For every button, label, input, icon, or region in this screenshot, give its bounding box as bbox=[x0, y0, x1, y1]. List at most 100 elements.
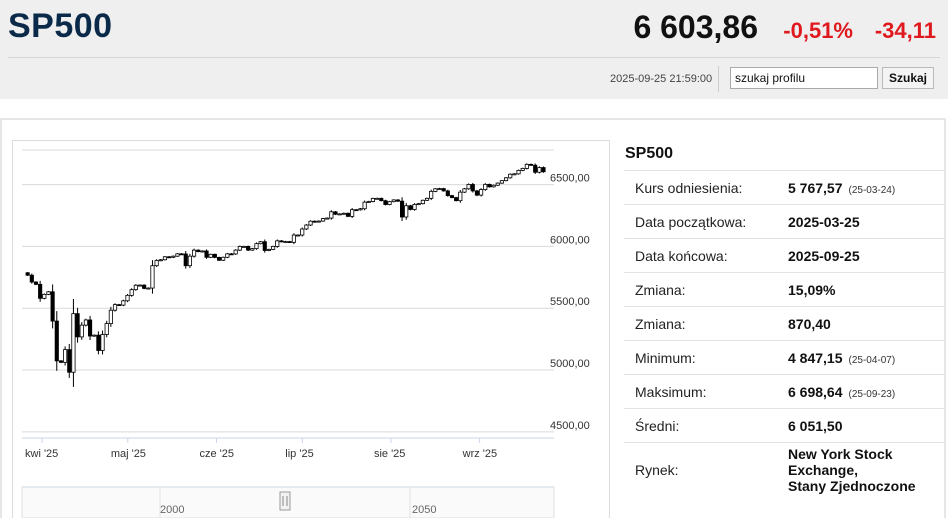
candle bbox=[142, 284, 147, 290]
candle bbox=[42, 293, 47, 300]
candle bbox=[495, 182, 500, 186]
stats-value: 6 051,50 bbox=[788, 408, 946, 443]
candle bbox=[216, 256, 222, 261]
candle bbox=[458, 190, 463, 203]
market-label: Rynek: bbox=[624, 442, 788, 497]
y-tick-label: 5000,00 bbox=[550, 358, 590, 370]
candle bbox=[533, 163, 538, 175]
candle bbox=[487, 183, 492, 188]
stats-value: 2025-09-25 bbox=[788, 238, 946, 273]
stats-row: Minimum: 4 847,15 (25-04-07) bbox=[624, 340, 946, 375]
stats-row-market: Rynek: New York Stock Exchange, Stany Zjedn… bbox=[624, 442, 946, 497]
y-tick-label: 6000,00 bbox=[550, 234, 590, 246]
candle bbox=[108, 306, 113, 327]
candle bbox=[291, 233, 296, 245]
stats-label: Maksimum: bbox=[624, 374, 788, 409]
candle bbox=[316, 220, 321, 223]
stats-value-text: 6 051,50 bbox=[788, 417, 843, 434]
stats-date: (25-04-07) bbox=[848, 354, 896, 366]
candle bbox=[512, 173, 517, 176]
candle bbox=[67, 343, 72, 378]
candle bbox=[150, 260, 155, 294]
candle bbox=[33, 281, 39, 286]
candle bbox=[362, 200, 367, 211]
candle bbox=[358, 207, 363, 211]
stats-value-text: 5 767,57 bbox=[788, 179, 843, 196]
price-chart[interactable]: 4500,00 5000,00 5500,00 6000,00 6500,00 kwi '… bbox=[12, 140, 610, 518]
candle bbox=[312, 220, 317, 223]
candle bbox=[167, 256, 172, 259]
navigator-handle[interactable] bbox=[279, 491, 291, 511]
current-price: 6 603,86 bbox=[633, 9, 758, 45]
candle bbox=[225, 252, 230, 259]
candle bbox=[516, 169, 521, 175]
stats-row: Maksimum: 6 698,64 (25-09-23) bbox=[624, 374, 946, 409]
candle bbox=[38, 280, 43, 302]
y-tick-label: 5500,00 bbox=[550, 296, 590, 308]
candle bbox=[520, 167, 525, 172]
chart-frame bbox=[12, 140, 610, 518]
candle bbox=[445, 189, 450, 197]
y-tick-label: 4500,00 bbox=[550, 420, 590, 432]
candle bbox=[271, 245, 276, 251]
stats-value: 4 847,15 (25-04-07) bbox=[788, 340, 946, 375]
candle bbox=[100, 330, 105, 355]
stats-label: Data początkowa: bbox=[624, 204, 788, 239]
candle bbox=[83, 318, 88, 327]
candle bbox=[183, 251, 188, 269]
candle bbox=[308, 220, 313, 226]
x-tick-label: kwi '25 bbox=[25, 448, 58, 460]
candle bbox=[58, 360, 64, 364]
candle bbox=[29, 273, 34, 284]
candle bbox=[337, 213, 342, 216]
search-button[interactable]: Szukaj bbox=[882, 67, 934, 89]
candle bbox=[391, 199, 396, 203]
candle bbox=[470, 182, 475, 193]
candle bbox=[354, 208, 359, 212]
x-tick-label: cze '25 bbox=[199, 448, 234, 460]
stats-row: Data początkowa: 2025-03-25 bbox=[624, 204, 946, 239]
candle bbox=[329, 210, 334, 220]
change-absolute: -34,11 bbox=[874, 18, 936, 43]
candle bbox=[71, 299, 76, 387]
candle bbox=[196, 249, 201, 253]
candle bbox=[304, 224, 309, 230]
side-panel-title: SP500 bbox=[625, 145, 674, 162]
candle bbox=[158, 259, 163, 262]
candle bbox=[275, 239, 280, 248]
candle bbox=[212, 253, 217, 259]
stats-date: (25-03-24) bbox=[848, 184, 896, 196]
candle bbox=[528, 163, 534, 166]
candle bbox=[50, 284, 55, 329]
toolbar-separator bbox=[718, 66, 719, 92]
candle bbox=[408, 204, 413, 211]
candle bbox=[503, 177, 509, 182]
candle bbox=[462, 187, 467, 193]
stats-value-text: 15,09% bbox=[788, 281, 836, 298]
candle bbox=[416, 202, 421, 206]
candle bbox=[146, 287, 151, 290]
candle bbox=[295, 234, 301, 237]
candle bbox=[370, 197, 376, 203]
candle bbox=[366, 200, 371, 203]
stats-value-text: 2025-03-25 bbox=[788, 213, 860, 230]
candle bbox=[133, 284, 138, 291]
candle bbox=[229, 253, 234, 256]
stats-value: 870,40 bbox=[788, 306, 946, 341]
chart-navigator[interactable]: 2000 2050 bbox=[21, 486, 555, 518]
search-input[interactable] bbox=[730, 67, 878, 89]
stats-label: Kurs odniesienia: bbox=[624, 170, 788, 205]
candle bbox=[96, 331, 101, 355]
candle bbox=[117, 303, 122, 307]
market-line: Exchange, bbox=[788, 462, 859, 478]
stats-label: Data końcowa: bbox=[624, 238, 788, 273]
quote-timestamp: 2025-09-25 21:59:00 bbox=[610, 73, 713, 85]
candle bbox=[283, 240, 288, 243]
candle bbox=[333, 211, 338, 216]
candle bbox=[266, 248, 272, 252]
stats-value: 2025-03-25 bbox=[788, 204, 946, 239]
candle bbox=[483, 183, 488, 191]
candle bbox=[154, 259, 159, 267]
market-line: New York Stock bbox=[788, 446, 893, 462]
candle bbox=[200, 250, 205, 253]
